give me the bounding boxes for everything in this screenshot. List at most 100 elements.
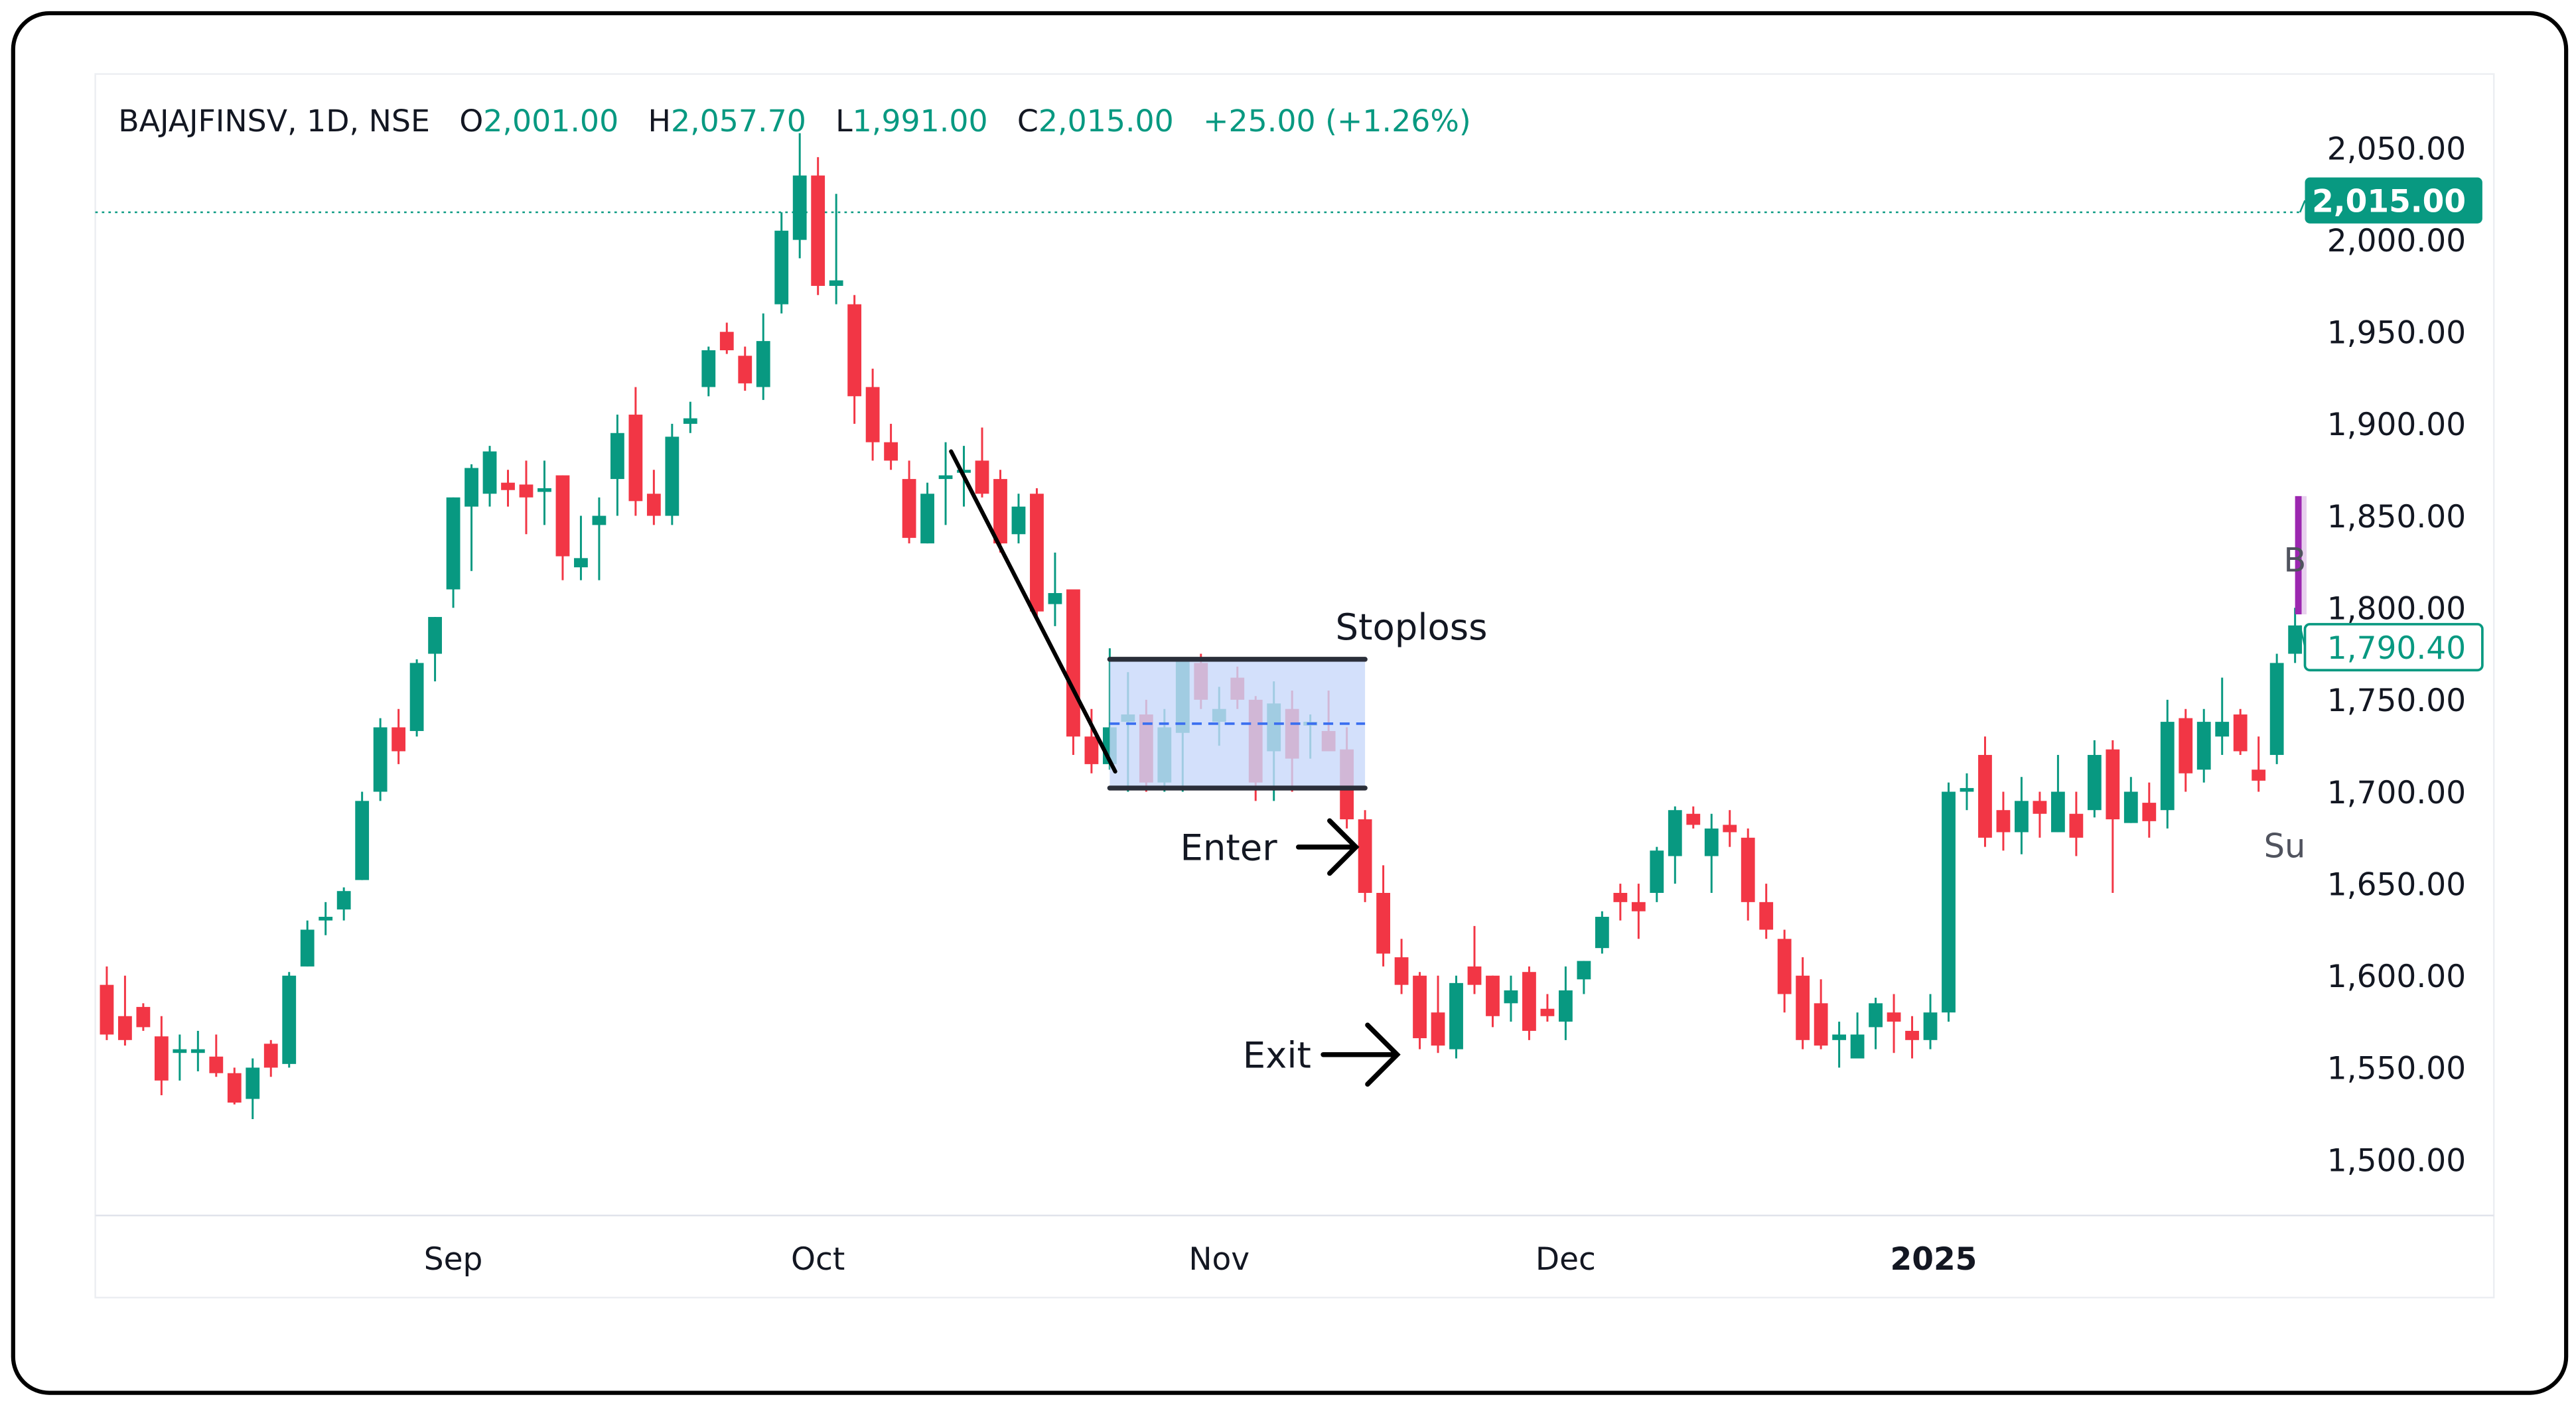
- candle-body: [792, 175, 807, 240]
- candle: [1486, 975, 1500, 1028]
- candle-body: [555, 475, 570, 557]
- candle-body: [355, 801, 370, 880]
- candle-body: [2142, 803, 2157, 821]
- candle: [1741, 828, 1755, 921]
- candle-body: [902, 479, 916, 538]
- candle: [610, 415, 624, 516]
- price-tick-label: 1,550.00: [2327, 1051, 2466, 1087]
- candle: [1540, 994, 1555, 1022]
- change-value: +25.00 (+1.26%): [1203, 103, 1471, 139]
- candle-body: [100, 984, 114, 1035]
- candle-body: [1887, 1012, 1901, 1022]
- price-tick-label: 1,600.00: [2327, 959, 2466, 995]
- candle-body: [2033, 801, 2047, 814]
- candle-body: [446, 497, 461, 590]
- candle-body: [1577, 961, 1591, 980]
- candle: [738, 346, 752, 391]
- candle: [209, 1034, 224, 1077]
- candle: [446, 497, 461, 608]
- candle: [2050, 755, 2065, 833]
- secondary-price-badge[interactable]: [2303, 623, 2484, 672]
- candle: [355, 791, 370, 880]
- candle: [154, 1016, 169, 1095]
- high-label: H: [648, 103, 671, 139]
- candle-body: [2215, 722, 2230, 737]
- candle: [1650, 846, 1664, 902]
- candle: [1413, 972, 1427, 1049]
- candle-body: [920, 494, 934, 544]
- candle-body: [2069, 813, 2084, 838]
- candle-body: [173, 1049, 187, 1053]
- candle-body: [1084, 736, 1099, 764]
- candle: [300, 920, 315, 967]
- candle: [975, 427, 989, 498]
- candle: [1777, 929, 1792, 1013]
- candle-body: [1048, 593, 1062, 604]
- candle: [465, 464, 478, 571]
- candle: [2179, 708, 2193, 792]
- candle-body: [701, 350, 716, 387]
- candle-body: [2269, 663, 2284, 756]
- symbol-label: BAJAJFINSV, 1D, NSE: [118, 103, 430, 139]
- candle-body: [1613, 892, 1628, 902]
- candle-body: [1723, 825, 1737, 833]
- trend-line[interactable]: [949, 449, 1117, 774]
- candle: [993, 470, 1007, 553]
- candle: [1850, 1012, 1865, 1059]
- candle-body: [1011, 506, 1026, 535]
- exit-arrow-icon: [1321, 1022, 1401, 1087]
- candle: [719, 322, 734, 354]
- candle: [1996, 791, 2011, 851]
- candle-body: [1942, 791, 1956, 1013]
- candle: [282, 972, 297, 1068]
- candle: [1723, 810, 1737, 847]
- candle-body: [465, 468, 478, 507]
- candle-body: [118, 1016, 132, 1040]
- candle: [865, 368, 880, 461]
- last-price-badge[interactable]: [2305, 177, 2482, 224]
- candle: [1960, 773, 1974, 811]
- last-price-connector: [2299, 200, 2306, 213]
- annotations[interactable]: Stoploss Enter Exit B Su: [949, 449, 2307, 1087]
- candle-body: [1832, 1034, 1847, 1040]
- candle: [2252, 736, 2266, 792]
- candle-body: [1358, 819, 1372, 893]
- candle: [701, 346, 716, 397]
- candle: [555, 475, 570, 580]
- candle-body: [1522, 972, 1536, 1031]
- candle-body: [1595, 917, 1609, 949]
- candle: [574, 515, 588, 580]
- price-tick-label: 1,900.00: [2327, 407, 2466, 443]
- candle: [628, 387, 643, 516]
- edge-label-top: B: [2283, 541, 2306, 580]
- edge-label-bottom: Su: [2264, 827, 2306, 866]
- candle-body: [2196, 722, 2211, 770]
- candle: [1869, 998, 1883, 1049]
- candle-body: [719, 332, 734, 350]
- candle-body: [683, 418, 697, 424]
- candle: [2069, 791, 2084, 856]
- candle-body: [300, 929, 315, 967]
- candle: [847, 295, 862, 424]
- exit-label: Exit: [1243, 1034, 1311, 1077]
- candle: [774, 212, 789, 314]
- candle: [1613, 884, 1628, 921]
- candle-body: [2288, 625, 2303, 654]
- candle: [373, 718, 388, 801]
- candle-body: [1996, 810, 2011, 833]
- candle: [1358, 810, 1372, 902]
- candle-body: [1504, 990, 1518, 1004]
- price-tick-label: 1,800.00: [2327, 591, 2466, 628]
- candle-body: [519, 484, 534, 498]
- last-price-label: 2,015.00: [2312, 184, 2466, 220]
- candle: [2215, 677, 2230, 756]
- candle-body: [1814, 1003, 1828, 1046]
- candle-body: [537, 488, 551, 492]
- price-axis[interactable]: 2,050.00 2,000.00 1,950.00 1,900.00 1,850.00…: [2299, 131, 2484, 1179]
- candle-body: [738, 356, 752, 383]
- time-axis[interactable]: Sep Oct Nov Dec 2025: [424, 1241, 1977, 1278]
- candle-body: [2015, 801, 2029, 833]
- candle: [136, 1003, 151, 1031]
- candle: [884, 423, 898, 470]
